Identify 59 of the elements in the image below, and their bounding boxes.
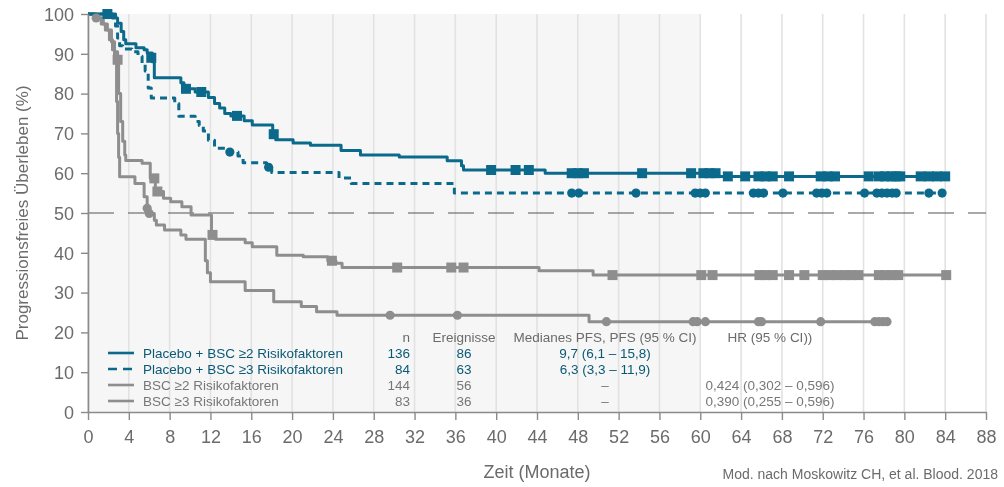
annotation: – (601, 377, 610, 393)
y-tick-label: 10 (53, 363, 74, 383)
x-tick-label: 32 (405, 426, 426, 447)
annotation: 86 (456, 345, 472, 361)
y-tick-label: 30 (53, 283, 74, 304)
legend-label: BSC ≥2 Risikofaktoren (143, 377, 279, 393)
annotation: 0,424 (0,302 – 0,596) (705, 377, 835, 393)
text: Mod. nach Moskowitz CH, et al. Blood. 2018 (722, 466, 999, 482)
annotation: 136 (387, 345, 410, 361)
x-tick-label: 4 (124, 426, 135, 447)
x-tick-label: 68 (772, 426, 793, 447)
y-tick-label: 80 (53, 84, 74, 105)
annotation: 84 (394, 361, 411, 377)
annotation: 83 (394, 393, 410, 409)
annotation: n (402, 329, 410, 345)
legend-label: Placebo + BSC ≥2 Risikofaktoren (143, 345, 343, 361)
x-tick-label: 52 (609, 426, 630, 447)
x-tick-label: 20 (282, 426, 303, 447)
x-tick-label: 0 (83, 426, 94, 447)
y-tick-label: 50 (53, 203, 74, 224)
legend-label: Placebo + BSC ≥3 Risikofaktoren (143, 361, 343, 377)
x-tick-label: 28 (364, 426, 385, 447)
x-tick-label: 40 (486, 426, 507, 447)
x-tick-label: 12 (200, 426, 221, 447)
annotation: Ereignisse (432, 329, 496, 345)
y-tick-label: 70 (53, 124, 74, 145)
y-tick-label: 40 (53, 243, 74, 264)
x-tick-label: 64 (731, 426, 752, 447)
x-tick-label: 48 (568, 426, 589, 447)
x-tick-label: 88 (976, 426, 997, 447)
annotation: 6,3 (3,3 – 11,9) (559, 361, 651, 377)
x-tick-label: 76 (854, 426, 875, 447)
annotation: – (601, 393, 610, 409)
annotation: 56 (456, 377, 472, 393)
y-axis-title: Progressionsfreies Überleben (%) (12, 85, 32, 341)
x-tick-label: 72 (813, 426, 834, 447)
annotation: Medianes PFS, PFS (95 % CI) (513, 329, 697, 345)
x-tick-label: 60 (690, 426, 711, 447)
annotation: 63 (456, 361, 472, 377)
annotation: 9,7 (6,1 – 15,8) (559, 345, 651, 361)
annotation: HR (95 % CI)) (727, 329, 813, 345)
annotation: 144 (387, 377, 411, 393)
y-tick-label: 90 (53, 44, 74, 65)
x-tick-label: 8 (165, 426, 176, 447)
x-tick-label: 16 (241, 426, 262, 447)
x-axis-title: Zeit (Monate) (483, 462, 591, 482)
x-tick-label: 84 (935, 426, 956, 447)
legend-label: BSC ≥3 Risikofaktoren (143, 393, 279, 409)
x-tick-label: 56 (649, 426, 670, 447)
annotation: 36 (456, 393, 472, 409)
x-tick-label: 80 (894, 426, 915, 447)
x-tick-label: 44 (527, 426, 548, 447)
y-tick-label: 60 (53, 164, 74, 184)
y-tick-label: 20 (53, 323, 74, 344)
x-tick-label: 24 (323, 426, 344, 447)
x-tick-label: 36 (445, 426, 466, 447)
y-tick-label: 0 (63, 402, 74, 423)
annotation: 0,390 (0,255 – 0,596) (705, 393, 835, 409)
y-tick-label: 100 (43, 4, 74, 25)
